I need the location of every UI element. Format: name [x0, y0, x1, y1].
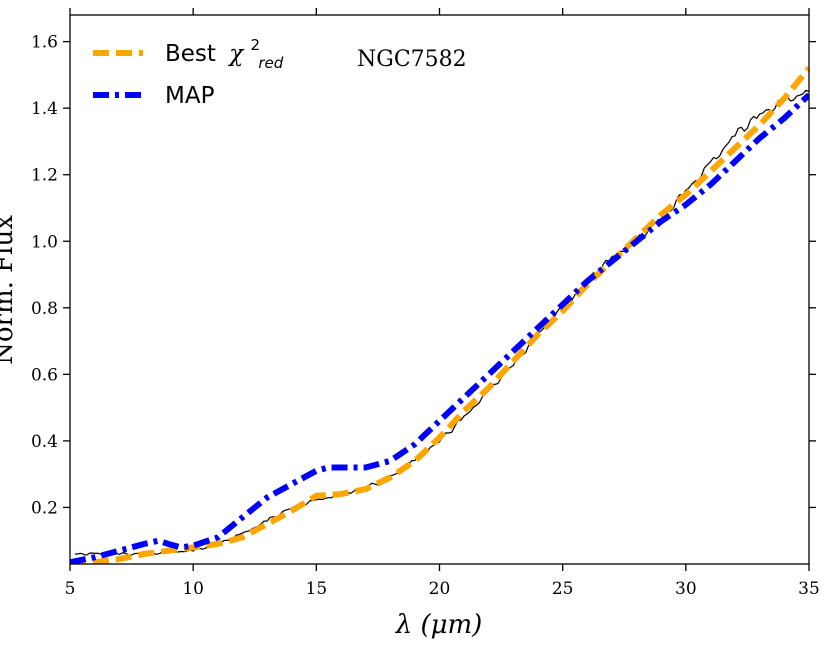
y-tick-label: 0.6	[31, 365, 58, 385]
x-tick-label: 25	[552, 579, 574, 599]
y-tick-label: 1.6	[31, 33, 58, 53]
y-tick-label: 1.2	[31, 166, 58, 186]
x-axis-title: λ (μm)	[395, 610, 483, 640]
x-tick-label: 5	[65, 579, 76, 599]
series-best-chi2	[70, 66, 809, 564]
legend-label-best: Best χ 2 red	[165, 30, 284, 72]
legend: Best χ 2 red MAP	[93, 30, 284, 109]
y-tick-label: 1.0	[31, 232, 58, 252]
x-tick-label: 10	[182, 579, 204, 599]
x-tick-label: 35	[798, 579, 820, 599]
galaxy-name-annotation: NGC7582	[357, 47, 467, 72]
plot-area	[70, 15, 809, 564]
legend-label-map: MAP	[165, 83, 215, 109]
plot-frame	[69, 14, 810, 565]
series-observed-spectrum	[74, 89, 809, 556]
y-tick-label: 0.8	[31, 299, 58, 319]
y-tick-label: 1.4	[31, 99, 58, 119]
x-tick-label: 20	[429, 579, 451, 599]
y-tick-label: 0.4	[31, 432, 58, 452]
series-map	[70, 92, 809, 564]
x-tick-label: 15	[306, 579, 328, 599]
y-axis-title: Norm. Flux	[0, 215, 19, 365]
x-tick-label: 30	[675, 579, 697, 599]
y-tick-label: 0.2	[31, 498, 58, 518]
